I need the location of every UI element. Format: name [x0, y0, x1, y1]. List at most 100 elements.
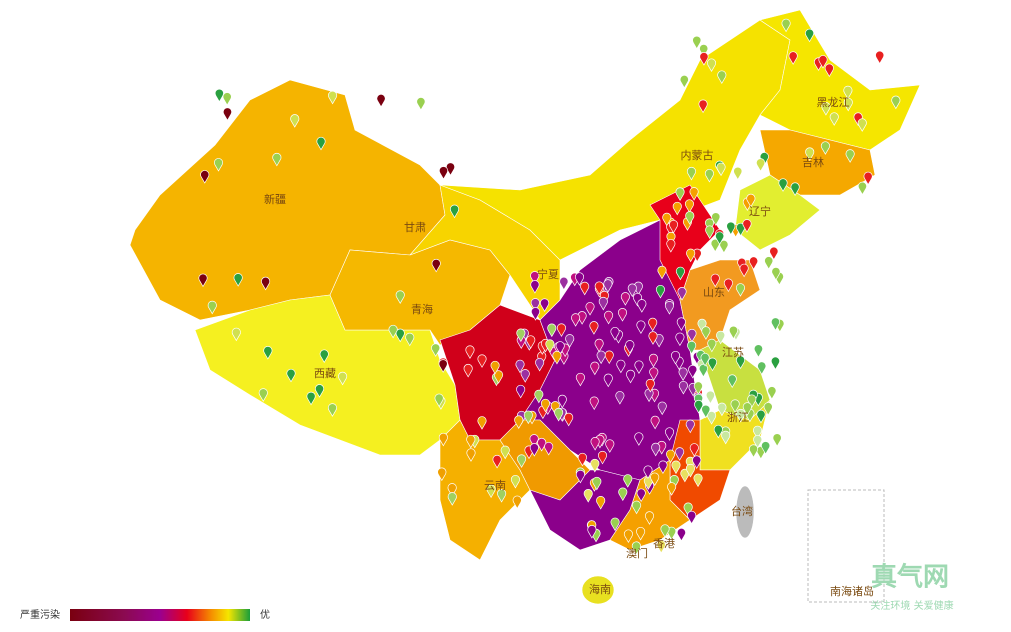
station-marker [554, 408, 564, 422]
station-marker [756, 409, 766, 424]
station-marker [486, 484, 496, 499]
region-label: 黑龙江 [817, 96, 850, 109]
station-marker [596, 350, 606, 365]
station-marker [272, 152, 282, 167]
inset-label: 南海诸岛 [830, 584, 874, 598]
province [735, 485, 755, 539]
station-marker [261, 276, 271, 291]
station-marker [705, 390, 715, 405]
station-marker [388, 324, 398, 339]
station-marker [463, 364, 473, 378]
station-marker [514, 415, 524, 429]
station-marker [705, 218, 714, 232]
station-marker [693, 473, 703, 488]
station-marker [665, 427, 675, 441]
station-marker [263, 346, 273, 360]
station-marker [679, 75, 689, 89]
station-marker [636, 527, 646, 541]
station-marker [598, 450, 607, 465]
station-marker [649, 367, 659, 381]
station-marker [685, 211, 695, 225]
station-marker [405, 332, 415, 347]
station-marker [687, 340, 697, 355]
station-marker [555, 341, 565, 355]
station-marker [705, 225, 715, 240]
station-marker [636, 320, 646, 335]
station-marker [645, 511, 654, 525]
station-marker [492, 454, 502, 469]
station-marker [510, 475, 520, 489]
region-label: 香港 [653, 537, 675, 550]
station-marker [716, 330, 726, 345]
station-marker [733, 166, 743, 181]
station-marker [736, 408, 746, 423]
station-marker [648, 331, 658, 345]
station-marker [535, 358, 545, 372]
station-marker [666, 449, 676, 464]
station-marker [589, 396, 599, 411]
station-marker [790, 182, 800, 196]
station-marker [680, 468, 690, 483]
station-marker [540, 298, 550, 312]
station-marker [742, 402, 752, 416]
region-label: 新疆 [264, 192, 286, 206]
station-marker [589, 321, 599, 335]
station-marker [689, 443, 699, 457]
station-marker [540, 398, 550, 413]
station-marker [710, 273, 720, 288]
station-marker [764, 256, 774, 270]
station-marker [857, 181, 867, 196]
station-marker [286, 368, 296, 383]
station-marker [618, 487, 628, 502]
station-marker [258, 388, 268, 402]
station-marker [767, 386, 777, 400]
station-marker [845, 149, 855, 163]
station-marker [675, 447, 685, 461]
station-marker [746, 193, 756, 208]
station-marker [316, 136, 326, 151]
station-marker [763, 402, 773, 416]
station-marker [829, 112, 839, 126]
station-marker [618, 308, 627, 322]
station-marker [604, 310, 614, 325]
station-marker [577, 452, 587, 467]
station-marker [693, 381, 703, 396]
station-marker [686, 248, 696, 263]
station-marker [512, 495, 522, 510]
station-marker [769, 246, 779, 261]
station-marker [719, 240, 729, 254]
region-label: 甘肃 [404, 221, 426, 234]
legend-low: 严重污染 [20, 608, 60, 621]
station-marker [437, 467, 447, 482]
station-marker [726, 221, 736, 236]
region-label: 辽宁 [749, 204, 771, 218]
station-marker [594, 338, 604, 353]
station-marker [678, 381, 688, 395]
station-marker [683, 502, 693, 517]
station-marker [494, 370, 504, 384]
station-marker [747, 394, 757, 409]
station-marker [692, 455, 702, 469]
station-marker [319, 349, 329, 364]
station-marker [781, 18, 791, 33]
station-marker [721, 430, 731, 445]
station-marker [523, 410, 533, 425]
station-marker [338, 371, 348, 386]
station-marker [557, 394, 567, 409]
station-marker [530, 280, 540, 294]
station-marker [490, 360, 500, 375]
station-marker [707, 411, 717, 425]
station-marker [843, 85, 853, 100]
region-label: 江苏 [722, 346, 744, 359]
station-marker [605, 439, 615, 453]
station-marker [477, 354, 487, 368]
station-marker [686, 166, 696, 181]
station-marker [583, 489, 593, 503]
station-marker [710, 238, 720, 253]
station-marker [757, 361, 767, 376]
station-marker [824, 63, 834, 78]
station-marker [676, 317, 686, 331]
station-marker [716, 162, 726, 177]
station-marker [666, 231, 676, 246]
